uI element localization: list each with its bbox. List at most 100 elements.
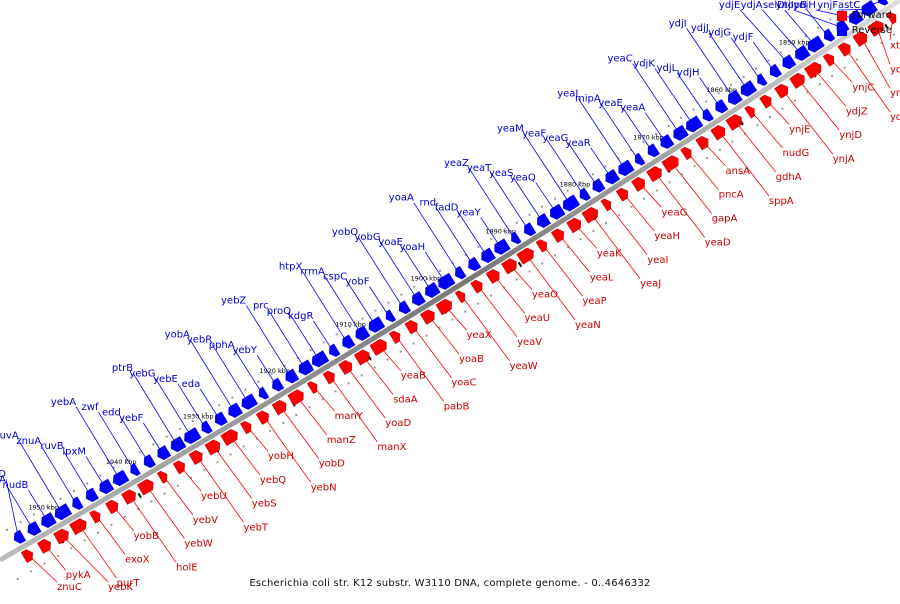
reverse-guide-dot (742, 75, 745, 78)
forward-guide-dot (541, 262, 544, 265)
forward-guide-dot (643, 197, 646, 200)
reverse-guide-dot (231, 396, 234, 399)
forward-gene-label: pykA (66, 570, 91, 581)
reverse-gene-label: eda (182, 379, 201, 390)
reverse-gene-label: yebF (119, 413, 143, 424)
reverse-gene-label: zwf (82, 402, 99, 413)
forward-leader-line (798, 79, 840, 131)
forward-leader-line (163, 476, 194, 516)
reverse-guide-dot (125, 459, 128, 461)
forward-gene-label: yebK (108, 582, 133, 593)
forward-gene-label: ansA (726, 166, 751, 177)
reverse-gene-arrow (130, 463, 141, 476)
forward-gene-label: yebN (311, 482, 337, 493)
reverse-gene-label: yeaE (598, 98, 623, 109)
reverse-gene-label: znuA (16, 436, 41, 447)
forward-gene-arrow (322, 370, 335, 385)
forward-gene-label: ynjE (789, 124, 810, 135)
reverse-guide-dot (553, 197, 556, 200)
reverse-gene-arrow (41, 512, 57, 529)
reverse-gene-label: selD (763, 0, 785, 11)
reverse-gene-label: yebY (232, 345, 257, 356)
reverse-gene-arrow (824, 28, 836, 42)
reverse-guide-dot (515, 221, 518, 224)
forward-gene-arrow (105, 499, 119, 515)
reverse-leader-line (75, 406, 120, 480)
forward-gene-label: yobB (134, 531, 159, 542)
forward-gene-arrow (156, 470, 168, 484)
reverse-guide-dot (348, 325, 351, 328)
reverse-leader-line (568, 142, 598, 187)
reverse-gene-label: yebE (153, 374, 178, 385)
reverse-leader-line (357, 236, 404, 309)
reverse-guide-dot (717, 92, 720, 95)
reverse-leader-line (578, 98, 626, 170)
forward-gene-label: yoaB (459, 354, 484, 365)
reverse-gene-arrow (72, 496, 84, 510)
reverse-gene-arrow (157, 445, 172, 461)
forward-gene-arrow (204, 439, 221, 456)
forward-leader-line (329, 376, 378, 443)
legend-reverse-label: Reverse (851, 25, 892, 36)
reverse-leader-line (730, 37, 762, 81)
reverse-guide-dot (779, 51, 782, 54)
forward-gene-label: ynjD (839, 130, 862, 141)
reverse-gene-label: nudB (3, 480, 29, 491)
reverse-guide-dot (191, 420, 194, 422)
forward-guide-dot (110, 523, 113, 526)
reverse-gene-label: yeaC (608, 54, 633, 65)
forward-gene-label: yeaU (525, 313, 551, 324)
forward-gene-arrow (744, 105, 755, 119)
reverse-gene-arrow (99, 478, 115, 495)
forward-guide-dot (70, 547, 73, 550)
reverse-leader-line (346, 281, 376, 326)
reverse-guide-dot (490, 237, 493, 240)
reverse-gene-label: mipA (575, 93, 601, 104)
reverse-gene-arrow (715, 99, 729, 114)
reverse-gene-arrow (201, 420, 213, 434)
forward-guide-dot (731, 140, 734, 143)
forward-leader-line (296, 396, 328, 436)
reverse-guide-dot (178, 427, 181, 430)
forward-gene-arrow (501, 258, 517, 275)
forward-guide-dot (360, 374, 363, 377)
kbp-tick-label: 1940 kbp (106, 458, 137, 466)
reverse-leader-line (458, 212, 488, 257)
forward-leader-line (477, 285, 518, 338)
reverse-gene-label: yobG (354, 232, 380, 243)
reverse-gene-arrow (468, 256, 482, 272)
reverse-guide-dot (451, 261, 454, 264)
kbp-tick-label: 1900 kbp (411, 274, 442, 282)
forward-leader-line (655, 172, 706, 238)
forward-guide-dot (490, 294, 492, 297)
reverse-guide-dot (387, 301, 390, 304)
forward-gene-arrow (680, 146, 692, 161)
forward-gene-label: yeaI (647, 255, 668, 266)
forward-leader-line (129, 495, 177, 563)
forward-gene-arrow (566, 217, 581, 234)
forward-gene-arrow (306, 381, 318, 395)
forward-leader-line (845, 48, 891, 113)
forward-guide-dot (655, 189, 658, 192)
forward-guide-dot (554, 254, 557, 257)
forward-guide-dot (412, 342, 415, 345)
forward-guide-dot (806, 91, 809, 94)
reverse-guide-dot (792, 43, 795, 46)
forward-guide-dot (856, 58, 858, 61)
reverse-gene-arrow (550, 203, 566, 220)
forward-gene-label: yeaO (532, 290, 558, 301)
forward-guide-dot (43, 562, 46, 565)
reverse-guide-dot (32, 513, 35, 516)
reverse-leader-line (402, 246, 432, 292)
reverse-guide-dot (767, 59, 770, 62)
forward-gene-arrow (188, 450, 203, 465)
reverse-gene-arrow (143, 454, 156, 469)
reverse-gene-arrow (562, 194, 581, 212)
reverse-leader-line (302, 271, 348, 343)
reverse-guide-dot (59, 497, 62, 500)
reverse-guide-dot (655, 132, 657, 135)
forward-leader-line (213, 446, 253, 499)
forward-guide-dot (425, 334, 428, 337)
reverse-gene-label: yeaA (620, 103, 645, 114)
